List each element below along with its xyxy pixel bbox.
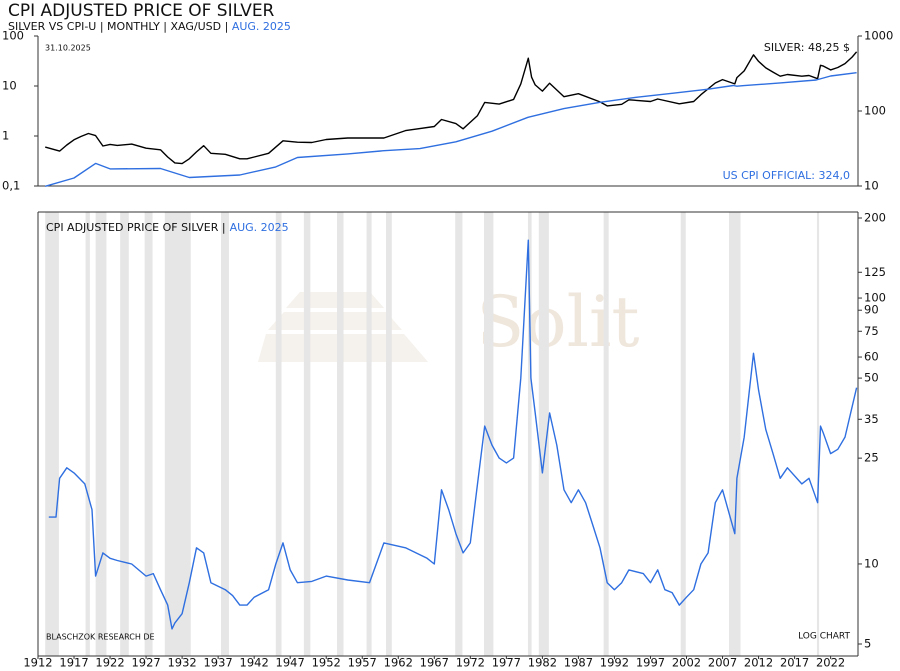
- date-label: 31.10.2025: [45, 44, 91, 53]
- recession-band: [603, 212, 609, 656]
- x-tick-label: 1922: [95, 656, 124, 670]
- x-tick-label: 1997: [636, 656, 665, 670]
- x-tick-label: 2017: [780, 656, 809, 670]
- series-line: [45, 51, 858, 165]
- source-label: BLASCHZOK RESEARCH DE: [46, 633, 155, 642]
- x-tick-label: 1932: [167, 656, 196, 670]
- recession-band: [366, 212, 372, 656]
- recession-band: [95, 212, 107, 656]
- x-tick-label: 1947: [276, 656, 305, 670]
- x-tick-label: 1992: [600, 656, 629, 670]
- recession-band: [816, 212, 820, 656]
- x-tick-label: 2002: [672, 656, 701, 670]
- y2-tick-label: 10: [864, 179, 879, 193]
- x-tick-label: 1977: [492, 656, 521, 670]
- y-tick-label: 10: [2, 79, 17, 93]
- x-tick-label: 1957: [348, 656, 377, 670]
- panel-title: CPI ADJUSTED PRICE OF SILVER | AUG. 2025: [46, 221, 289, 234]
- y-tick-label: 10: [864, 556, 879, 570]
- recession-band: [484, 212, 494, 656]
- recession-band: [303, 212, 311, 656]
- log-note: LOG CHART: [798, 632, 850, 642]
- page-title: CPI ADJUSTED PRICE OF SILVER: [8, 1, 275, 21]
- x-tick-label: 1952: [312, 656, 341, 670]
- x-tick-label: 2007: [708, 656, 737, 670]
- x-tick-label: 2022: [816, 656, 845, 670]
- y2-tick-label: 1000: [864, 29, 893, 43]
- x-tick-label: 1982: [528, 656, 557, 670]
- y-tick-label: 1: [2, 129, 9, 143]
- y-tick-label: 35: [864, 412, 879, 426]
- y-tick-label: 200: [864, 211, 886, 225]
- x-tick-label: 1962: [384, 656, 413, 670]
- cpi-label: US CPI OFFICIAL: 324,0: [723, 169, 850, 182]
- watermark: Solit: [476, 281, 639, 363]
- recession-band: [120, 212, 129, 656]
- subtitle-date: AUG. 2025: [232, 20, 291, 33]
- recession-band: [275, 212, 282, 656]
- panel-title-date: AUG. 2025: [230, 221, 289, 234]
- x-tick-label: 2012: [744, 656, 773, 670]
- series-line: [48, 239, 858, 630]
- x-tick-label: 1967: [420, 656, 449, 670]
- y2-tick-label: 100: [864, 104, 886, 118]
- x-tick-label: 1937: [203, 656, 232, 670]
- y-tick-label: 25: [864, 451, 879, 465]
- recession-band: [729, 212, 741, 656]
- recession-band: [538, 212, 549, 656]
- recession-band: [680, 212, 686, 656]
- recession-band: [85, 212, 90, 656]
- recession-band: [144, 212, 153, 656]
- recession-band: [527, 212, 532, 656]
- x-tick-label: 1917: [59, 656, 88, 670]
- x-tick-label: 1942: [240, 656, 269, 670]
- recession-band: [337, 212, 344, 656]
- silver-label: SILVER: 48,25 $: [764, 41, 850, 54]
- x-tick-label: 1972: [456, 656, 485, 670]
- panel-title-text: CPI ADJUSTED PRICE OF SILVER |: [46, 221, 226, 234]
- series-line: [45, 72, 857, 187]
- y-tick-label: 60: [864, 350, 879, 364]
- page-subtitle: SILVER VS CPI-U | MONTHLY | XAG/USD | AU…: [8, 20, 291, 33]
- recession-band: [455, 212, 463, 656]
- y-tick-label: 0,1: [2, 179, 20, 193]
- y-tick-label: 5: [864, 637, 871, 651]
- y-tick-label: 100: [864, 291, 886, 305]
- y-tick-label: 90: [864, 303, 879, 317]
- y-tick-label: 50: [864, 371, 879, 385]
- subtitle-text: SILVER VS CPI-U | MONTHLY | XAG/USD |: [8, 20, 228, 33]
- recession-band: [164, 212, 191, 656]
- recession-band: [45, 212, 59, 656]
- x-tick-label: 1912: [23, 656, 52, 670]
- y-tick-label: 100: [2, 29, 24, 43]
- y-tick-label: 75: [864, 324, 879, 338]
- y-tick-label: 125: [864, 265, 886, 279]
- recession-band: [221, 212, 229, 656]
- recession-band: [386, 212, 392, 656]
- x-tick-label: 1987: [564, 656, 593, 670]
- x-tick-label: 1927: [131, 656, 160, 670]
